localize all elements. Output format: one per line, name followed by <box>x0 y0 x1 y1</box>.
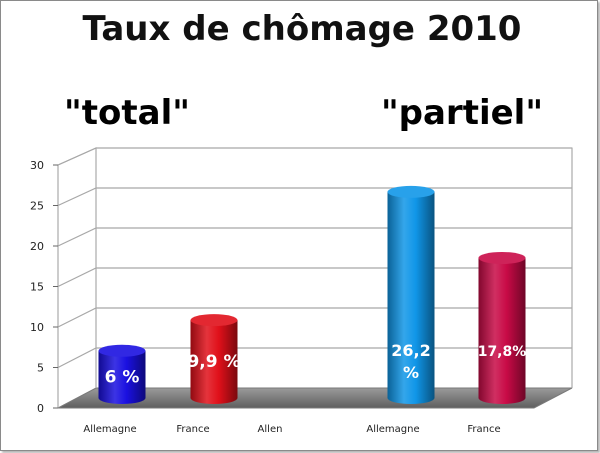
group-label-total: "total" <box>64 93 190 133</box>
bar-value-label-unit: % <box>403 363 419 382</box>
gridline <box>57 187 572 207</box>
chart-title: Taux de chômage 2010 <box>83 9 522 49</box>
y-tick-label: 20 <box>30 240 44 253</box>
y-tick-label: 5 <box>37 362 44 375</box>
y-tick-label: 15 <box>30 281 44 294</box>
bar-value-label: 26,2 <box>391 341 430 360</box>
y-tick-label: 0 <box>37 402 44 415</box>
bar-value-label: 9,9 % <box>187 352 240 372</box>
x-category-label: France <box>467 424 500 435</box>
bar-partiel-allemagne: 26,2% <box>387 185 435 404</box>
bar-top <box>190 314 238 327</box>
bar-top <box>478 251 526 264</box>
y-tick-label: 25 <box>30 200 44 213</box>
x-category-label-extra: Allen <box>258 424 283 435</box>
bar-top <box>98 344 146 357</box>
bar-body <box>387 191 435 404</box>
bar-value-label: 17,8% <box>478 344 527 360</box>
x-category-label: Allemagne <box>83 424 136 435</box>
gridline <box>57 147 572 166</box>
bar-total-france: 9,9 % <box>187 314 241 404</box>
bar-top <box>387 185 435 198</box>
y-tick-label: 30 <box>30 159 44 172</box>
y-tick-label: 10 <box>30 321 44 334</box>
group-label-partiel: "partiel" <box>381 93 543 133</box>
x-axis: Allemagne France Allemagne France Allen <box>83 424 500 435</box>
bar-value-label: 6 % <box>105 367 140 387</box>
bars: 6 % 9,9 % 26,2% 17,8% <box>98 185 527 404</box>
gridline <box>57 227 572 247</box>
y-axis: 0 5 10 15 20 25 30 <box>30 159 58 415</box>
bar-body <box>190 320 238 404</box>
bar-body <box>98 350 146 404</box>
bar-total-allemagne: 6 % <box>98 344 146 404</box>
plot-side-wall <box>57 147 97 408</box>
x-category-label: Allemagne <box>366 424 419 435</box>
bar-body <box>478 257 526 404</box>
bar-partiel-france: 17,8% <box>478 251 527 404</box>
x-category-label: France <box>176 424 209 435</box>
